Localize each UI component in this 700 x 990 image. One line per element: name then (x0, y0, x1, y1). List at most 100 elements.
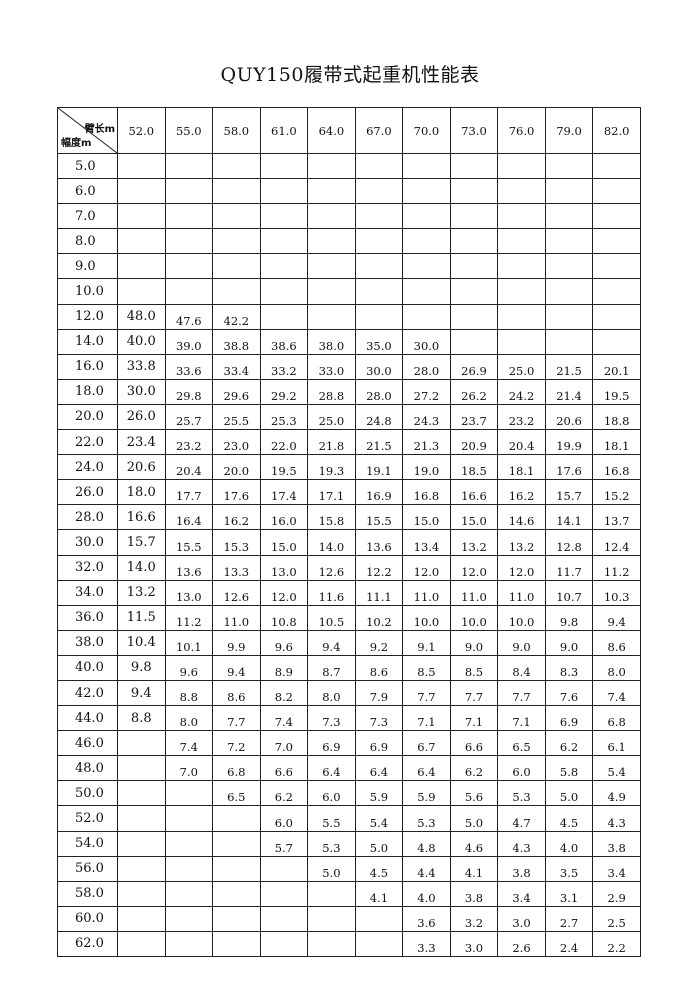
capacity-cell (117, 855, 166, 882)
capacity-cell: 10.4 (117, 629, 166, 656)
capacity-cell: 9.0 (497, 629, 546, 656)
capacity-cell (592, 152, 641, 180)
radius-cell: 22.0 (57, 429, 118, 456)
capacity-cell: 4.3 (497, 830, 546, 857)
capacity-cell (117, 805, 166, 832)
capacity-cell: 13.0 (259, 554, 309, 581)
radius-cell: 38.0 (57, 629, 118, 656)
capacity-cell (117, 780, 166, 807)
capacity-cell (402, 228, 451, 255)
capacity-cell: 3.5 (544, 855, 594, 882)
capacity-cell: 16.2 (497, 479, 546, 506)
capacity-cell: 38.0 (307, 328, 356, 355)
radius-cell: 26.0 (57, 479, 118, 506)
capacity-cell: 30.0 (117, 378, 166, 405)
capacity-cell: 4.1 (449, 855, 499, 882)
table-row: 56.0 5.0 4.5 4.4 4.1 3.8 3.5 3.4 (57, 855, 641, 882)
capacity-cell: 6.8 (592, 705, 641, 732)
capacity-cell: 20.6 (544, 403, 594, 431)
capacity-cell: 10.5 (307, 604, 356, 631)
capacity-cell: 7.0 (259, 730, 309, 757)
capacity-cell (259, 228, 309, 255)
capacity-cell: 12.8 (544, 529, 594, 556)
capacity-cell: 7.1 (402, 705, 451, 732)
capacity-cell (354, 203, 404, 230)
capacity-cell (497, 328, 546, 355)
capacity-cell: 16.0 (259, 504, 309, 531)
capacity-cell: 25.0 (497, 353, 546, 380)
capacity-cell: 18.1 (497, 454, 546, 481)
capacity-cell (117, 278, 166, 305)
capacity-cell: 6.5 (212, 780, 261, 807)
capacity-cell (212, 855, 261, 882)
capacity-cell (354, 253, 404, 280)
capacity-cell: 6.6 (259, 755, 309, 782)
capacity-cell: 5.3 (497, 780, 546, 807)
capacity-cell: 25.7 (164, 403, 214, 431)
capacity-cell (259, 253, 309, 280)
capacity-cell: 13.7 (592, 504, 641, 531)
capacity-cell: 24.8 (354, 403, 404, 431)
capacity-cell: 8.3 (544, 654, 594, 681)
capacity-cell (117, 253, 166, 280)
capacity-cell: 8.0 (592, 654, 641, 681)
capacity-cell (164, 203, 214, 230)
capacity-cell (592, 178, 641, 205)
capacity-cell: 14.0 (117, 554, 166, 581)
capacity-cell: 11.0 (497, 579, 546, 606)
capacity-cell: 7.9 (354, 679, 404, 707)
capacity-cell: 8.5 (449, 654, 499, 681)
table-row: 7.0 (57, 203, 641, 230)
capacity-cell: 15.8 (307, 504, 356, 531)
capacity-cell (307, 303, 356, 330)
capacity-cell: 10.2 (354, 604, 404, 631)
capacity-cell: 6.1 (592, 730, 641, 757)
capacity-cell: 3.0 (497, 905, 546, 932)
capacity-cell: 9.2 (354, 629, 404, 656)
capacity-cell (592, 328, 641, 355)
capacity-cell: 23.0 (212, 429, 261, 456)
capacity-cell (212, 930, 261, 958)
capacity-cell: 13.6 (164, 554, 214, 581)
boom-length-header: 70.0 (402, 107, 451, 154)
table-row: 62.0 3.3 3.0 2.6 2.4 2.2 (57, 930, 641, 958)
capacity-cell: 25.3 (259, 403, 309, 431)
capacity-cell: 13.2 (117, 579, 166, 606)
capacity-cell (402, 303, 451, 330)
radius-cell: 52.0 (57, 805, 118, 832)
capacity-cell: 25.5 (212, 403, 261, 431)
capacity-cell: 7.4 (164, 730, 214, 757)
capacity-cell: 25.0 (307, 403, 356, 431)
capacity-cell: 12.6 (307, 554, 356, 581)
capacity-cell: 19.1 (354, 454, 404, 481)
capacity-cell: 15.3 (212, 529, 261, 556)
boom-length-header: 64.0 (307, 107, 356, 154)
capacity-cell: 8.8 (164, 679, 214, 707)
capacity-cell (544, 152, 594, 180)
capacity-cell: 9.6 (259, 629, 309, 656)
capacity-cell (544, 203, 594, 230)
capacity-cell: 17.7 (164, 479, 214, 506)
capacity-cell: 8.6 (354, 654, 404, 681)
capacity-cell (402, 253, 451, 280)
capacity-cell: 29.6 (212, 378, 261, 405)
capacity-cell: 5.4 (354, 805, 404, 832)
table-row: 50.0 6.5 6.2 6.0 5.9 5.9 5.6 5.3 5.0 4.9 (57, 780, 641, 807)
capacity-cell: 38.8 (212, 328, 261, 355)
capacity-cell: 11.5 (117, 604, 166, 631)
capacity-cell (592, 278, 641, 305)
capacity-cell (449, 278, 499, 305)
capacity-cell (164, 830, 214, 857)
capacity-cell: 23.4 (117, 429, 166, 456)
capacity-cell: 19.5 (592, 378, 641, 405)
capacity-cell: 28.0 (354, 378, 404, 405)
capacity-cell: 4.0 (402, 880, 451, 907)
capacity-cell: 17.1 (307, 479, 356, 506)
radius-cell: 40.0 (57, 654, 118, 681)
capacity-cell (212, 830, 261, 857)
capacity-cell: 8.7 (307, 654, 356, 681)
capacity-cell: 33.6 (164, 353, 214, 380)
capacity-cell (259, 905, 309, 932)
capacity-cell: 12.4 (592, 529, 641, 556)
capacity-cell (354, 152, 404, 180)
